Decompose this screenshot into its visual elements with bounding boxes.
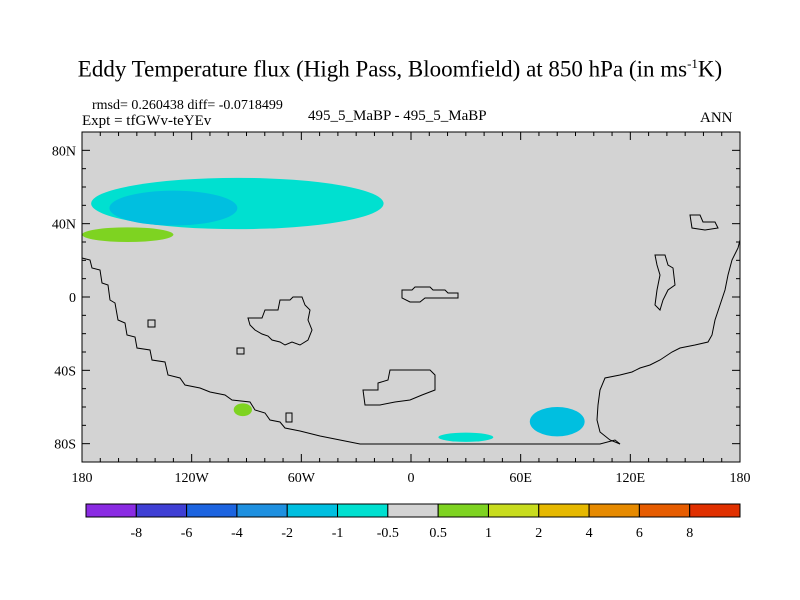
region-south-atlantic-positive-patch <box>233 403 252 417</box>
colorbar-label: 1 <box>485 526 492 541</box>
colorbar-label: 2 <box>535 526 542 541</box>
colorbar-label: -1 <box>332 526 344 541</box>
colorbar-label: -6 <box>181 526 193 541</box>
colorbar-label: -4 <box>231 526 243 541</box>
colorbar-label: -8 <box>130 526 142 541</box>
season-label: ANN <box>700 110 733 126</box>
x-tick-label: 180 <box>730 471 751 486</box>
coastline-west-pacific <box>81 257 621 445</box>
coastline-small-island-a <box>147 319 156 328</box>
colorbar-swatch <box>337 503 389 518</box>
colorbar-label: 0.5 <box>429 526 447 541</box>
region-north-pacific-core <box>109 190 238 226</box>
coastline-south-africa <box>362 369 436 406</box>
colorbar-label: -2 <box>281 526 293 541</box>
x-tick-label: 0 <box>408 471 415 486</box>
rmsd-diff-label: rmsd= 0.260438 diff= -0.0718499 <box>92 98 283 113</box>
coastline-south-america <box>247 296 313 346</box>
comparison-label: 495_5_MaBP - 495_5_MaBP <box>308 108 487 124</box>
colorbar-swatch <box>85 503 137 518</box>
region-southern-ocean-negative-80e <box>529 407 585 437</box>
colorbar-label: 4 <box>586 526 593 541</box>
colorbar-swatch <box>135 503 188 518</box>
colorbar-swatch <box>186 503 238 518</box>
colorbar-swatch <box>437 503 489 518</box>
x-tick-label: 180 <box>72 471 93 486</box>
x-axis-ticks: 180 120W 60W 0 60E 120E 180 <box>72 132 751 486</box>
y-tick-label: 80S <box>54 438 76 453</box>
experiment-label: Expt = tfGWv-teYEv <box>82 113 212 129</box>
region-north-pacific-positive-strip <box>82 227 174 243</box>
colorbar-swatch <box>538 503 590 518</box>
y-tick-label: 40S <box>54 364 76 379</box>
colorbar-label: 8 <box>686 526 693 541</box>
colorbar-swatch <box>286 503 339 518</box>
y-tick-label: 40N <box>52 218 76 233</box>
coastline-small-island-c <box>285 412 293 423</box>
colorbar-swatch <box>236 503 288 518</box>
x-tick-label: 120E <box>616 471 646 486</box>
colorbar-swatch <box>588 503 640 518</box>
coastline-japan <box>689 214 719 231</box>
colorbar-swatch <box>487 503 540 518</box>
y-tick-label: 80N <box>52 144 76 159</box>
y-tick-label: 0 <box>69 291 76 306</box>
colorbar-swatch <box>387 503 439 518</box>
colorbar-label: 6 <box>636 526 643 541</box>
plot-area <box>81 131 741 463</box>
colorbar-swatch <box>638 503 691 518</box>
coastline-equatorial-island <box>401 286 459 303</box>
colorbar-label: -0.5 <box>377 526 399 541</box>
colorbar-swatch <box>689 503 741 518</box>
coastline-small-island-b <box>236 347 245 355</box>
coastline-east-asia <box>654 254 676 311</box>
region-southern-ocean-negative-60e <box>438 432 494 442</box>
coastline-outlines <box>81 214 741 445</box>
x-tick-label: 60E <box>509 471 532 486</box>
y-axis-ticks: 80N 40N 0 40S 80S <box>52 131 740 463</box>
chart-title: Eddy Temperature flux (High Pass, Bloomf… <box>77 56 723 82</box>
coastline-australia-east <box>596 239 741 445</box>
colorbar: -8 -6 -4 -2 -1 -0.5 0.5 1 2 4 6 8 <box>85 503 741 541</box>
x-tick-label: 60W <box>288 471 316 486</box>
flux-regions <box>82 177 585 442</box>
x-tick-label: 120W <box>175 471 210 486</box>
